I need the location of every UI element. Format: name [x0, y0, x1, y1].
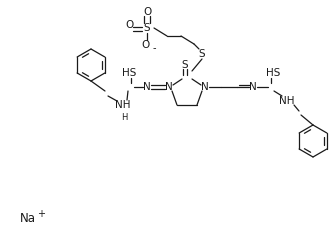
Text: N: N [201, 82, 209, 92]
Text: NH: NH [115, 100, 131, 110]
Text: Na: Na [20, 212, 36, 224]
Text: +: + [37, 209, 45, 219]
Text: H: H [121, 112, 127, 122]
Text: O: O [141, 40, 149, 50]
Text: S: S [182, 60, 188, 70]
Text: N: N [143, 82, 151, 92]
Text: N: N [165, 82, 173, 92]
Text: N: N [249, 82, 257, 92]
Text: S: S [144, 23, 150, 33]
Text: HS: HS [122, 68, 136, 78]
Text: O: O [143, 7, 151, 17]
Text: O: O [125, 20, 133, 30]
Text: -: - [152, 43, 156, 53]
Text: HS: HS [266, 68, 280, 78]
Text: NH: NH [279, 96, 295, 106]
Text: S: S [199, 49, 205, 59]
